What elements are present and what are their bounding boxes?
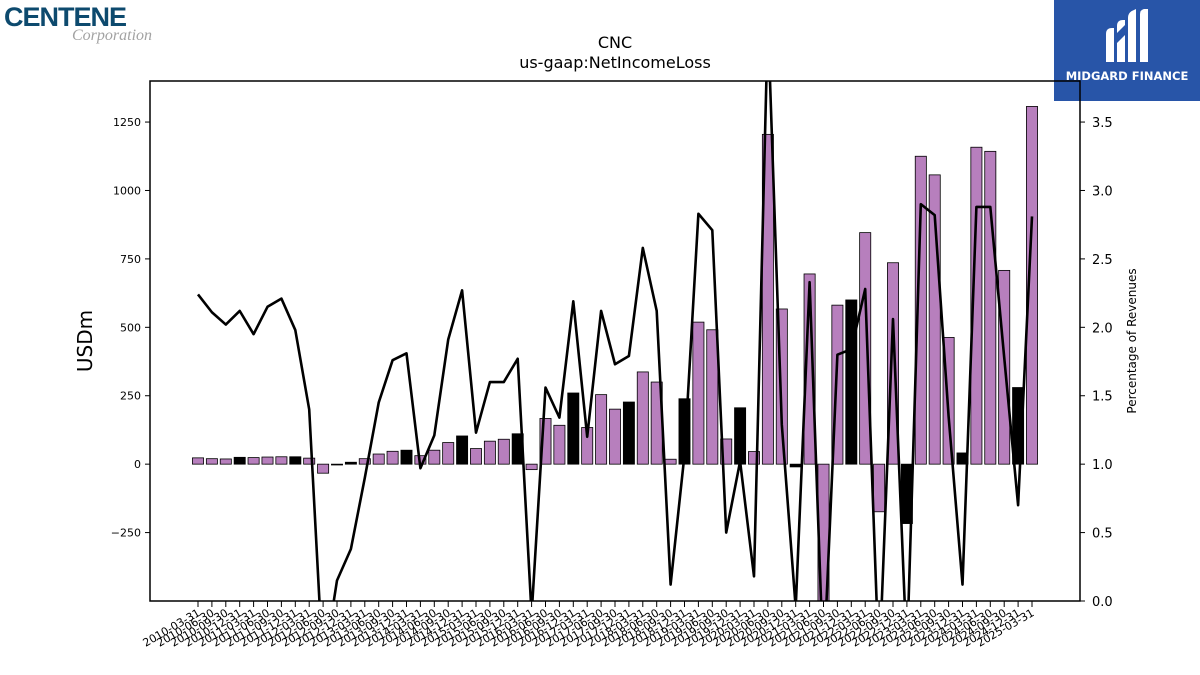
bar-2010-03-31 bbox=[192, 457, 204, 465]
bar-2014-06-30 bbox=[428, 449, 441, 465]
y2-tick-label: 2.0 bbox=[1092, 321, 1113, 336]
midgard-finance-logo: MIDGARD FINANCE bbox=[1054, 0, 1200, 101]
y-axis-label: USDm bbox=[73, 310, 97, 372]
y2-tick-label: 1.5 bbox=[1092, 390, 1113, 405]
bar-2019-09-30 bbox=[720, 438, 733, 465]
bar-2016-09-30 bbox=[553, 424, 566, 465]
bar-2012-03-31 bbox=[303, 457, 316, 465]
bar-2010-06-30 bbox=[205, 458, 218, 465]
y-tick-label: −250 bbox=[111, 527, 141, 540]
bar-2014-09-30 bbox=[442, 442, 455, 465]
bar-2016-12-31 bbox=[567, 392, 580, 465]
bar-2015-06-30 bbox=[483, 440, 496, 465]
bar-2021-12-31 bbox=[845, 299, 858, 465]
percentage-of-revenues-line bbox=[196, 81, 1034, 601]
logo-brand-name: MIDGARD FINANCE bbox=[1065, 69, 1189, 83]
bar-2021-03-31 bbox=[803, 273, 816, 465]
bar-2024-12-31 bbox=[1012, 387, 1025, 465]
bar-2018-09-30 bbox=[664, 458, 677, 465]
plot-frame bbox=[149, 80, 1081, 602]
y-tick-label: 1250 bbox=[113, 116, 141, 129]
bar-2012-12-31 bbox=[344, 461, 357, 465]
bar-2023-06-30 bbox=[928, 174, 941, 465]
bar-2024-03-31 bbox=[970, 146, 983, 465]
bar-2021-09-30 bbox=[831, 304, 844, 465]
logo-company-suffix: Corporation bbox=[72, 27, 153, 44]
y-tick-label: 250 bbox=[120, 390, 141, 403]
bar-2011-12-31 bbox=[289, 456, 302, 465]
bar-2010-09-30 bbox=[219, 458, 232, 465]
bar-2017-06-30 bbox=[595, 394, 608, 465]
y-tick-label: 0 bbox=[134, 458, 141, 471]
y2-tick-label: 3.5 bbox=[1092, 116, 1113, 131]
y-tick-label: 750 bbox=[120, 253, 141, 266]
bar-2016-06-30 bbox=[539, 418, 552, 465]
bar-2018-03-31 bbox=[636, 371, 649, 465]
centene-logo: CENTENE Corporation bbox=[4, 2, 184, 50]
chart-title: CNC bbox=[598, 33, 632, 52]
y2-tick-label: 1.0 bbox=[1092, 458, 1113, 473]
bar-2023-03-31 bbox=[914, 155, 927, 465]
bar-2015-03-31 bbox=[470, 448, 482, 465]
bar-2011-06-30 bbox=[261, 456, 274, 465]
bar-2013-06-30 bbox=[372, 453, 385, 465]
bar-2013-09-30 bbox=[386, 450, 399, 465]
bar-2017-12-31 bbox=[622, 401, 635, 465]
y2-tick-label: 2.5 bbox=[1092, 253, 1113, 268]
bar-2022-03-31 bbox=[859, 232, 872, 465]
chart-subtitle: us-gaap:NetIncomeLoss bbox=[519, 53, 711, 72]
y2-axis-label: Percentage of Revenues bbox=[1125, 268, 1139, 413]
y2-tick-label: 0.5 bbox=[1092, 527, 1113, 542]
bar-2022-06-30 bbox=[873, 463, 886, 513]
bar-2019-03-31 bbox=[692, 321, 705, 465]
bar-2022-09-30 bbox=[887, 262, 899, 465]
y-tick-label: 1000 bbox=[113, 184, 141, 197]
y2-tick-label: 0.0 bbox=[1092, 595, 1113, 610]
bar-2019-06-30 bbox=[706, 329, 719, 465]
bar-2014-12-31 bbox=[456, 435, 469, 465]
bar-2025-03-31 bbox=[1026, 106, 1038, 465]
bar-2012-09-30 bbox=[331, 463, 343, 466]
y2-tick-label: 3.0 bbox=[1092, 184, 1113, 199]
bar-2020-03-31 bbox=[748, 451, 760, 465]
bar-2012-06-30 bbox=[317, 463, 330, 474]
midgard-m-icon bbox=[1106, 9, 1148, 62]
bar-2020-12-31 bbox=[789, 463, 802, 468]
bar-2013-12-31 bbox=[400, 449, 413, 465]
bar-2011-09-30 bbox=[275, 456, 288, 465]
bar-2016-03-31 bbox=[525, 463, 538, 471]
bar-2024-06-30 bbox=[984, 150, 997, 465]
bar-2011-03-31 bbox=[247, 457, 260, 465]
bar-2010-12-31 bbox=[233, 456, 246, 465]
bar-2020-06-30 bbox=[761, 133, 774, 465]
y-tick-label: 500 bbox=[120, 321, 141, 334]
bar-2013-03-31 bbox=[358, 458, 371, 465]
bar-2017-09-30 bbox=[609, 408, 621, 465]
bar-2015-09-30 bbox=[497, 438, 510, 465]
logo-company-name: CENTENE bbox=[4, 2, 127, 32]
bar-2019-12-31 bbox=[734, 407, 747, 465]
